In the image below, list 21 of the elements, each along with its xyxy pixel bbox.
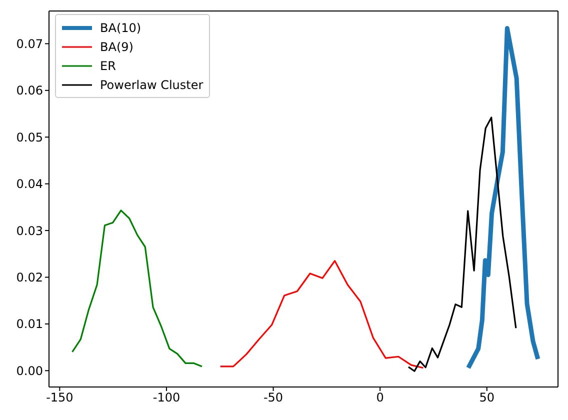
- line-series: [220, 260, 424, 369]
- x-tick-label: -150: [46, 390, 74, 405]
- x-tick-label: -50: [263, 390, 284, 405]
- y-tick-label: 0.00: [16, 364, 43, 378]
- y-tick-label: 0.06: [16, 84, 43, 98]
- legend-label: Powerlaw Cluster: [100, 78, 204, 92]
- line-series: [71, 210, 203, 368]
- x-tick-label: -100: [152, 390, 180, 405]
- y-tick-label: 0.02: [16, 270, 43, 284]
- legend-label: ER: [100, 58, 116, 72]
- y-tick-label: 0.07: [16, 36, 43, 51]
- y-tick-label: 0.01: [16, 317, 43, 332]
- y-tick-label: 0.03: [16, 224, 43, 238]
- x-tick-label: 50: [479, 390, 495, 405]
- line-series: [466, 26, 540, 370]
- legend-label: BA(10): [100, 20, 142, 34]
- legend-label: BA(9): [100, 40, 134, 54]
- y-tick-label: 0.05: [16, 130, 43, 144]
- y-tick-label: 0.04: [16, 177, 43, 192]
- line-series: [408, 116, 517, 372]
- x-tick-label: 0: [376, 390, 384, 405]
